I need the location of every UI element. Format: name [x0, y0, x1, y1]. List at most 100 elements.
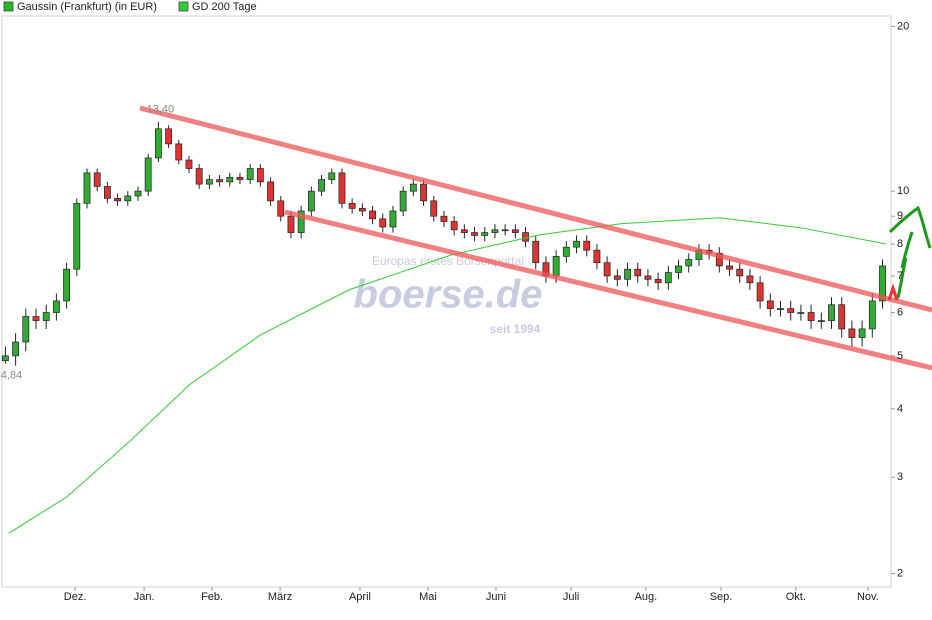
x-tick-label: Feb.	[201, 591, 223, 603]
candle-body	[664, 272, 672, 284]
candle-body	[858, 328, 866, 338]
candle-body	[73, 202, 81, 270]
x-tick-label: Juni	[486, 591, 506, 603]
candle-body	[369, 210, 376, 220]
legend-label: Gaussin (Frankfurt) (in EUR)	[17, 1, 157, 13]
candle-body	[736, 268, 744, 277]
candle-body	[236, 176, 244, 180]
candle-body	[838, 304, 846, 330]
candle-body	[307, 190, 315, 212]
candle-body	[511, 229, 519, 233]
candle-body	[52, 300, 60, 313]
y-tick-label: 3	[897, 471, 903, 483]
candle-body	[195, 168, 203, 185]
candle-body	[12, 341, 20, 357]
candle-body	[32, 316, 40, 321]
candle-body	[491, 229, 499, 233]
candle-body	[134, 190, 142, 197]
candle-body	[409, 183, 417, 192]
candle-body	[277, 200, 285, 217]
candle-body	[93, 172, 101, 187]
candle-body	[460, 229, 468, 233]
candle-body	[226, 176, 234, 183]
trend-line-lower	[284, 209, 932, 371]
y-tick-label: 20	[897, 20, 909, 32]
candle-body	[63, 268, 71, 302]
x-tick-label: Mai	[419, 591, 437, 603]
candle-body	[471, 232, 478, 236]
watermark-tagline: Europas erstes Börsenportal	[372, 254, 524, 268]
hand-annotation	[888, 205, 932, 299]
trend-line-upper	[139, 105, 932, 313]
candle-body	[685, 259, 693, 267]
candle-body	[624, 268, 631, 280]
candle-body	[348, 202, 356, 209]
candle-body	[879, 265, 886, 302]
x-tick-label: Nov.	[857, 591, 879, 603]
x-tick-label: Jan.	[134, 591, 155, 603]
candle-body	[746, 275, 754, 284]
candle-body	[766, 300, 774, 309]
candle-body	[318, 179, 325, 192]
candle-body	[644, 275, 652, 280]
candle-body	[440, 215, 448, 222]
candle-body	[114, 198, 121, 202]
candle-body	[338, 172, 346, 204]
candle-body	[154, 128, 162, 159]
candle-body	[675, 265, 682, 273]
candle-body	[83, 172, 91, 204]
y-tick-label: 9	[897, 210, 903, 222]
candle-body	[175, 143, 183, 161]
candle-body	[399, 190, 407, 212]
x-tick-label: Sep.	[710, 591, 733, 603]
candle-body	[868, 300, 876, 330]
watermark-since: seit 1994	[490, 322, 541, 336]
x-tick-label: April	[349, 591, 371, 603]
x-tick-label: Juli	[563, 591, 580, 603]
price-annotation: 13,40	[147, 104, 175, 116]
candle-body	[185, 159, 193, 169]
candle-body	[328, 172, 336, 180]
y-tick-label: 2	[897, 567, 903, 579]
candle-body	[42, 312, 50, 321]
candle-body	[389, 210, 397, 228]
candle-body	[593, 249, 601, 264]
candle-body	[828, 304, 835, 321]
watermark-logo: boerse.de	[354, 273, 543, 317]
candle-body	[256, 168, 264, 183]
candle-body	[1, 355, 9, 361]
candle-body	[726, 265, 733, 270]
candle-body	[430, 200, 438, 217]
candle-body	[797, 312, 805, 314]
candle-body	[450, 221, 458, 231]
candle-body	[103, 186, 111, 199]
y-tick-label: 5	[897, 350, 903, 362]
legend-label: GD 200 Tage	[192, 1, 257, 13]
hand-annotation-red	[887, 283, 899, 301]
candle-body	[246, 168, 254, 180]
moving-average-line	[8, 217, 886, 534]
candle-body	[205, 179, 213, 185]
y-tick-label: 10	[897, 185, 909, 197]
y-tick-label: 7	[897, 270, 903, 282]
candle-body	[777, 308, 784, 310]
candle-body	[583, 240, 591, 251]
y-tick-label: 6	[897, 306, 903, 318]
candle-body	[532, 240, 540, 264]
candle-body	[287, 215, 295, 233]
x-tick-label: Dez.	[64, 591, 87, 603]
candle-body	[165, 128, 172, 145]
candle-body	[603, 262, 611, 277]
candle-body	[756, 282, 764, 302]
y-tick-label: 4	[897, 403, 903, 415]
candle-body	[22, 316, 30, 343]
marks	[1, 121, 886, 534]
candle-body	[817, 320, 825, 322]
candle-body	[613, 275, 621, 280]
candle-body	[144, 157, 152, 192]
y-tick-label: 8	[897, 238, 903, 250]
candle-body	[481, 232, 489, 236]
candle-body	[634, 268, 642, 277]
candle-body	[501, 229, 509, 232]
candle-body	[562, 246, 570, 257]
